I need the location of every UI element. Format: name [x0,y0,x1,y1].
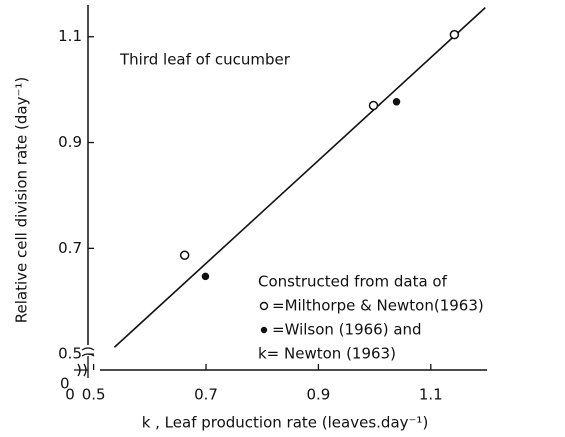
legend-label: =Wilson (1966) and [272,321,422,339]
fit-line [113,7,486,348]
x-axis-break [74,363,88,377]
y-tick-label: 0.5 [58,345,82,363]
point [368,100,379,111]
annotation: Third leaf of cucumber [119,51,291,69]
y-axis-label: Relative cell division rate (day⁻¹) [13,77,31,323]
y-origin-label: 0 [60,375,70,393]
x-origin-label: 0 [65,386,75,404]
annotation: Constructed from data of [258,273,448,291]
x-tick-label: 0.9 [306,386,330,404]
x-tick-label: 0.7 [194,386,218,404]
x-tick-label: 0.5 [82,386,106,404]
y-axis-break [81,347,95,378]
point [392,98,401,106]
annotation: k= Newton (1963) [258,345,396,363]
legend-marker [259,301,269,311]
y-tick-label: 0.7 [58,239,82,257]
legend-label: =Milthorpe & Newton(1963) [272,297,484,315]
x-axis-label: k , Leaf production rate (leaves.day⁻¹) [142,414,429,432]
y-tick-label: 1.1 [58,27,82,45]
point [449,29,460,40]
x-tick-label: 1.1 [419,386,443,404]
point [179,250,190,260]
point [201,272,210,281]
y-tick-label: 0.9 [58,133,82,151]
legend-marker [260,326,268,334]
